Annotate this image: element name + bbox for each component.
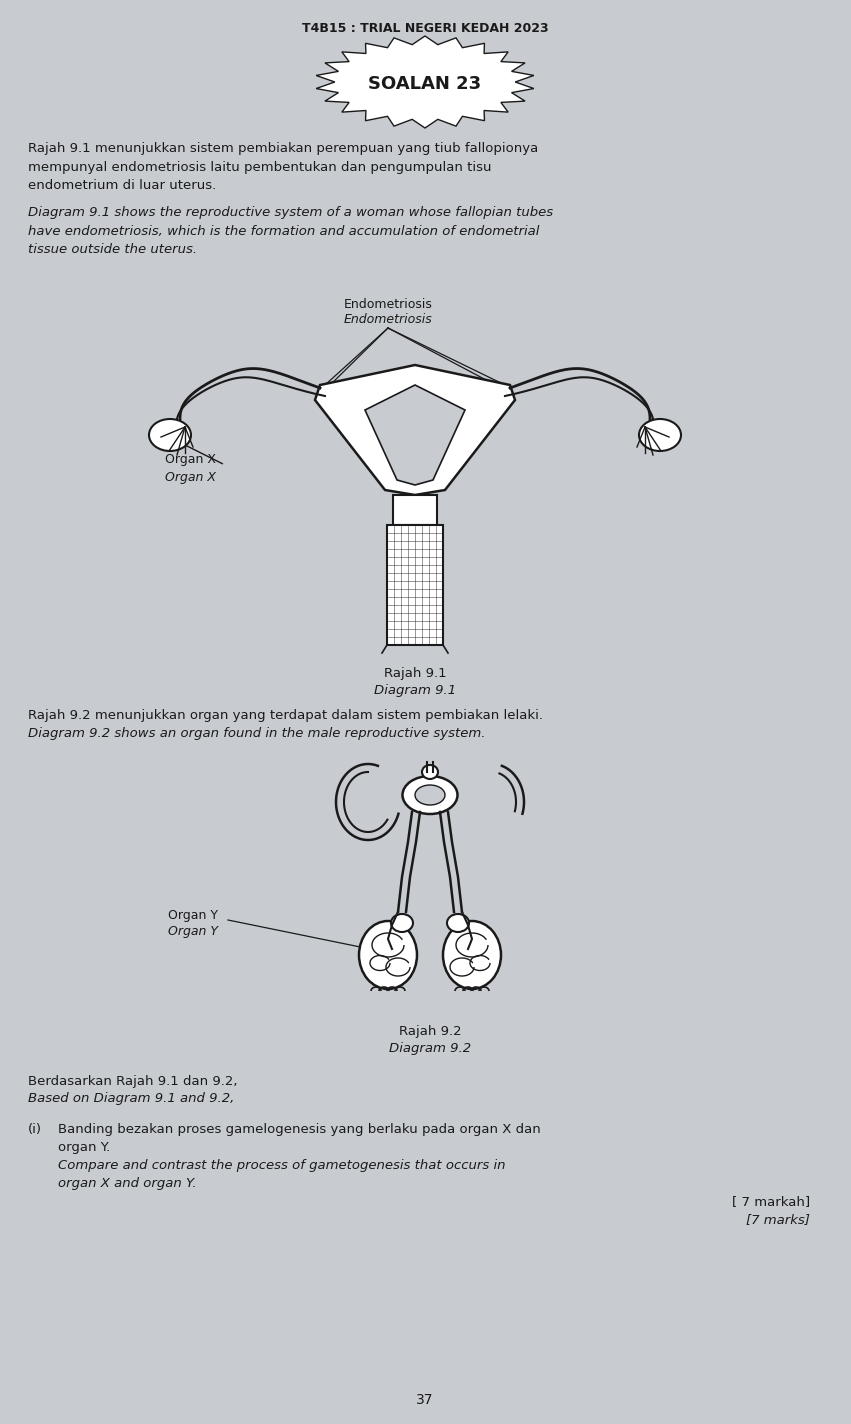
Polygon shape	[315, 365, 515, 496]
Text: Rajah 9.2: Rajah 9.2	[398, 1025, 461, 1038]
Text: Organ X: Organ X	[165, 470, 216, 484]
Text: Rajah 9.1: Rajah 9.1	[384, 666, 446, 681]
Text: 37: 37	[416, 1393, 434, 1407]
Ellipse shape	[422, 765, 438, 779]
Text: Organ X: Organ X	[165, 453, 216, 467]
Text: Diagram 9.1: Diagram 9.1	[374, 684, 456, 696]
Text: Berdasarkan Rajah 9.1 dan 9.2,: Berdasarkan Rajah 9.1 dan 9.2,	[28, 1075, 237, 1088]
Text: Diagram 9.1 shows the reproductive system of a woman whose fallopian tubes
have : Diagram 9.1 shows the reproductive syste…	[28, 206, 553, 256]
Ellipse shape	[415, 785, 445, 805]
Text: Based on Diagram 9.1 and 9.2,: Based on Diagram 9.1 and 9.2,	[28, 1092, 234, 1105]
Text: [ 7 markah]: [ 7 markah]	[732, 1195, 810, 1208]
Text: Rajah 9.1 menunjukkan sistem pembiakan perempuan yang tiub fallopionya
mempunyal: Rajah 9.1 menunjukkan sistem pembiakan p…	[28, 142, 538, 192]
Ellipse shape	[403, 776, 458, 815]
Ellipse shape	[447, 914, 469, 931]
Ellipse shape	[359, 921, 417, 990]
Ellipse shape	[639, 419, 681, 451]
Text: Organ Y: Organ Y	[168, 909, 218, 921]
Bar	[387, 525, 443, 645]
Text: Banding bezakan proses gamelogenesis yang berlaku pada organ X dan
organ Y.: Banding bezakan proses gamelogenesis yan…	[58, 1124, 540, 1155]
Text: (i): (i)	[28, 1124, 42, 1136]
Text: Diagram 9.2 shows an organ found in the male reproductive system.: Diagram 9.2 shows an organ found in the …	[28, 728, 486, 740]
Text: Rajah 9.2 menunjukkan organ yang terdapat dalam sistem pembiakan lelaki.: Rajah 9.2 menunjukkan organ yang terdapa…	[28, 709, 543, 722]
Ellipse shape	[443, 921, 501, 990]
Text: [7 marks]: [7 marks]	[746, 1213, 810, 1226]
Ellipse shape	[391, 914, 413, 931]
Ellipse shape	[149, 419, 191, 451]
Text: Endometriosis: Endometriosis	[344, 298, 432, 310]
Text: Diagram 9.2: Diagram 9.2	[389, 1042, 471, 1055]
Bar	[393, 496, 437, 525]
Text: T4B15 : TRIAL NEGERI KEDAH 2023: T4B15 : TRIAL NEGERI KEDAH 2023	[302, 21, 548, 36]
Text: Organ Y: Organ Y	[168, 926, 218, 938]
Text: SOALAN 23: SOALAN 23	[368, 75, 482, 93]
Text: Endometriosis: Endometriosis	[344, 313, 432, 326]
Text: Compare and contrast the process of gametogenesis that occurs in
organ X and org: Compare and contrast the process of game…	[58, 1159, 505, 1190]
Polygon shape	[316, 36, 534, 128]
Polygon shape	[365, 384, 465, 486]
